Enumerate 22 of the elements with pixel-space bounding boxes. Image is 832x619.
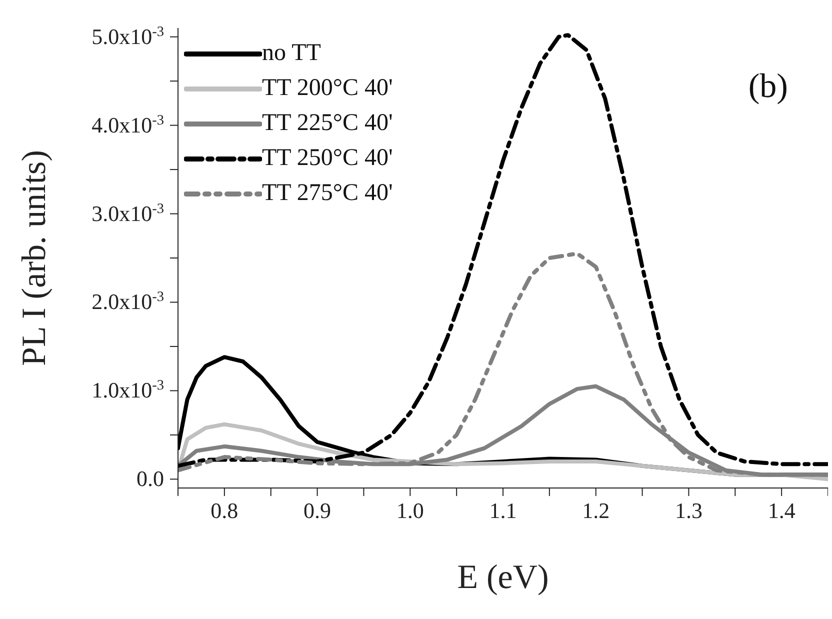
y-tick-label: 2.0x10$^{-3}$ (92, 289, 164, 314)
x-tick-label: 1.0 (396, 498, 424, 523)
x-tick-label: 1.1 (489, 498, 517, 523)
legend-label: TT 200°C 40' (262, 74, 393, 103)
x-tick-label: 1.2 (582, 498, 610, 523)
x-axis-title: E (eV) (457, 559, 549, 596)
y-tick-label: 0.0 (136, 466, 164, 492)
legend-label: no TT (262, 39, 321, 68)
legend-label: TT 250°C 40' (262, 144, 393, 173)
x-tick-label: 1.4 (768, 498, 796, 523)
y-tick-label: 1.0x10$^{-3}$ (92, 378, 164, 403)
y-tick-label: 4.0x10$^{-3}$ (92, 112, 164, 138)
x-tick-label: 0.8 (210, 498, 238, 523)
y-axis-title: PL I (arb. units) (16, 150, 54, 366)
y-tick-label: 3.0x10$^{-3}$ (92, 200, 164, 226)
x-tick-label: 1.3 (674, 498, 702, 523)
x-tick-label: 0.9 (304, 498, 332, 523)
line-series (178, 33, 828, 468)
legend-label: TT 225°C 40' (262, 109, 393, 138)
legend-label: TT 275°C 40' (262, 179, 393, 208)
annotation: (b) (748, 68, 788, 106)
y-tick-label: 5.0x10$^{-3}$ (92, 24, 164, 49)
